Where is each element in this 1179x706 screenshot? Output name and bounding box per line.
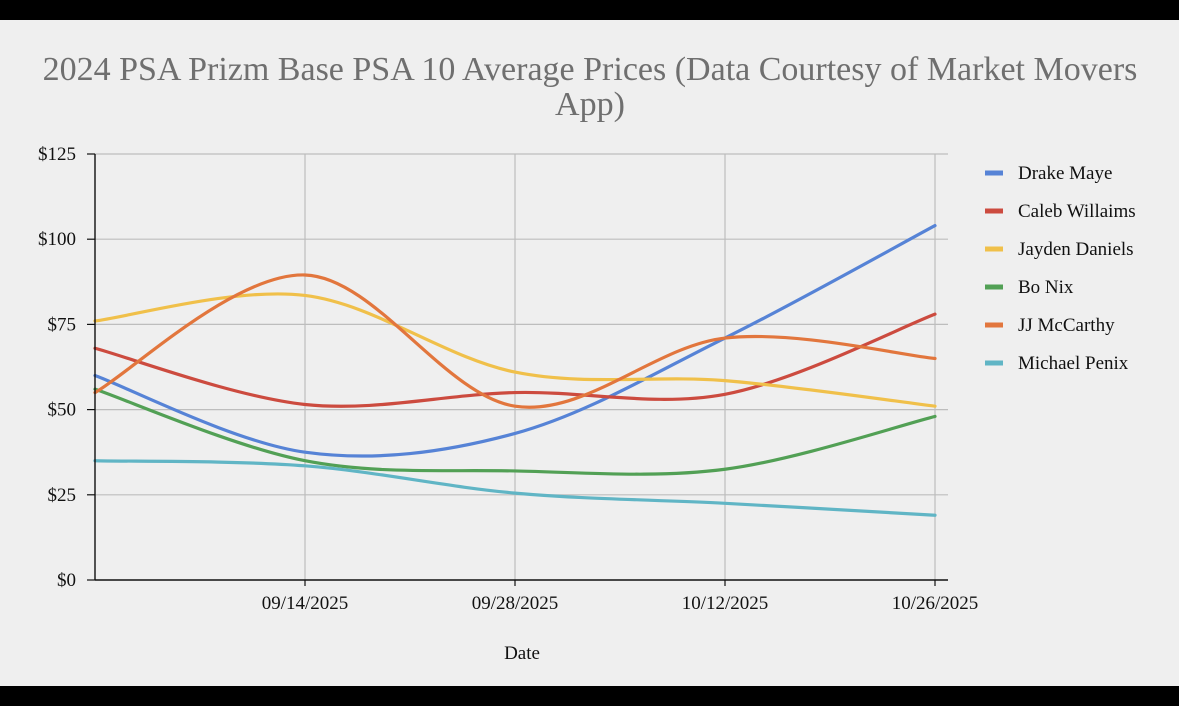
series-line-caleb-willaims [93, 312, 937, 408]
series-line-jj-mccarthy [93, 273, 937, 409]
x-axis-ticks: 09/14/2025 09/28/2025 10/12/2025 10/26/2025 [262, 593, 979, 614]
series-line-michael-penix [93, 459, 937, 517]
series-line-drake-maye [93, 223, 937, 458]
legend-label: Caleb Willaims [1018, 201, 1136, 222]
x-axis-label: Date [504, 643, 540, 664]
y-tick-label: $125 [38, 144, 76, 165]
legend-label: JJ McCarthy [1018, 315, 1115, 336]
y-tick-label: $75 [48, 314, 77, 335]
x-tick-label: 09/14/2025 [262, 593, 349, 614]
gridlines [95, 153, 948, 580]
legend-label: Drake Maye [1018, 163, 1112, 184]
legend-label: Jayden Daniels [1018, 239, 1134, 260]
x-tick-label: 09/28/2025 [472, 593, 559, 614]
chart-title-line-1: 2024 PSA Prizm Base PSA 10 Average Price… [43, 51, 1138, 88]
x-tick-label: 10/12/2025 [682, 593, 769, 614]
chart-title-line-2: App) [555, 86, 625, 123]
legend-label: Bo Nix [1018, 277, 1074, 298]
series-line-bo-nix [93, 387, 937, 476]
y-tick-label: $0 [57, 570, 76, 591]
series-lines [93, 223, 937, 517]
chart-frame: 2024 PSA Prizm Base PSA 10 Average Price… [0, 20, 1179, 686]
y-tick-label: $25 [48, 485, 77, 506]
y-tick-label: $100 [38, 229, 76, 250]
axes [87, 153, 948, 586]
legend-label: Michael Penix [1018, 353, 1129, 374]
y-tick-label: $50 [48, 400, 77, 421]
legend: Drake Maye Caleb Willaims Jayden Daniels Bo… [985, 163, 1136, 374]
x-tick-label: 10/26/2025 [892, 593, 979, 614]
bottom-border [0, 686, 1179, 706]
y-axis-ticks: $0 $25 $50 $75 $100 $125 [38, 144, 76, 591]
line-chart: 2024 PSA Prizm Base PSA 10 Average Price… [38, 51, 1138, 664]
